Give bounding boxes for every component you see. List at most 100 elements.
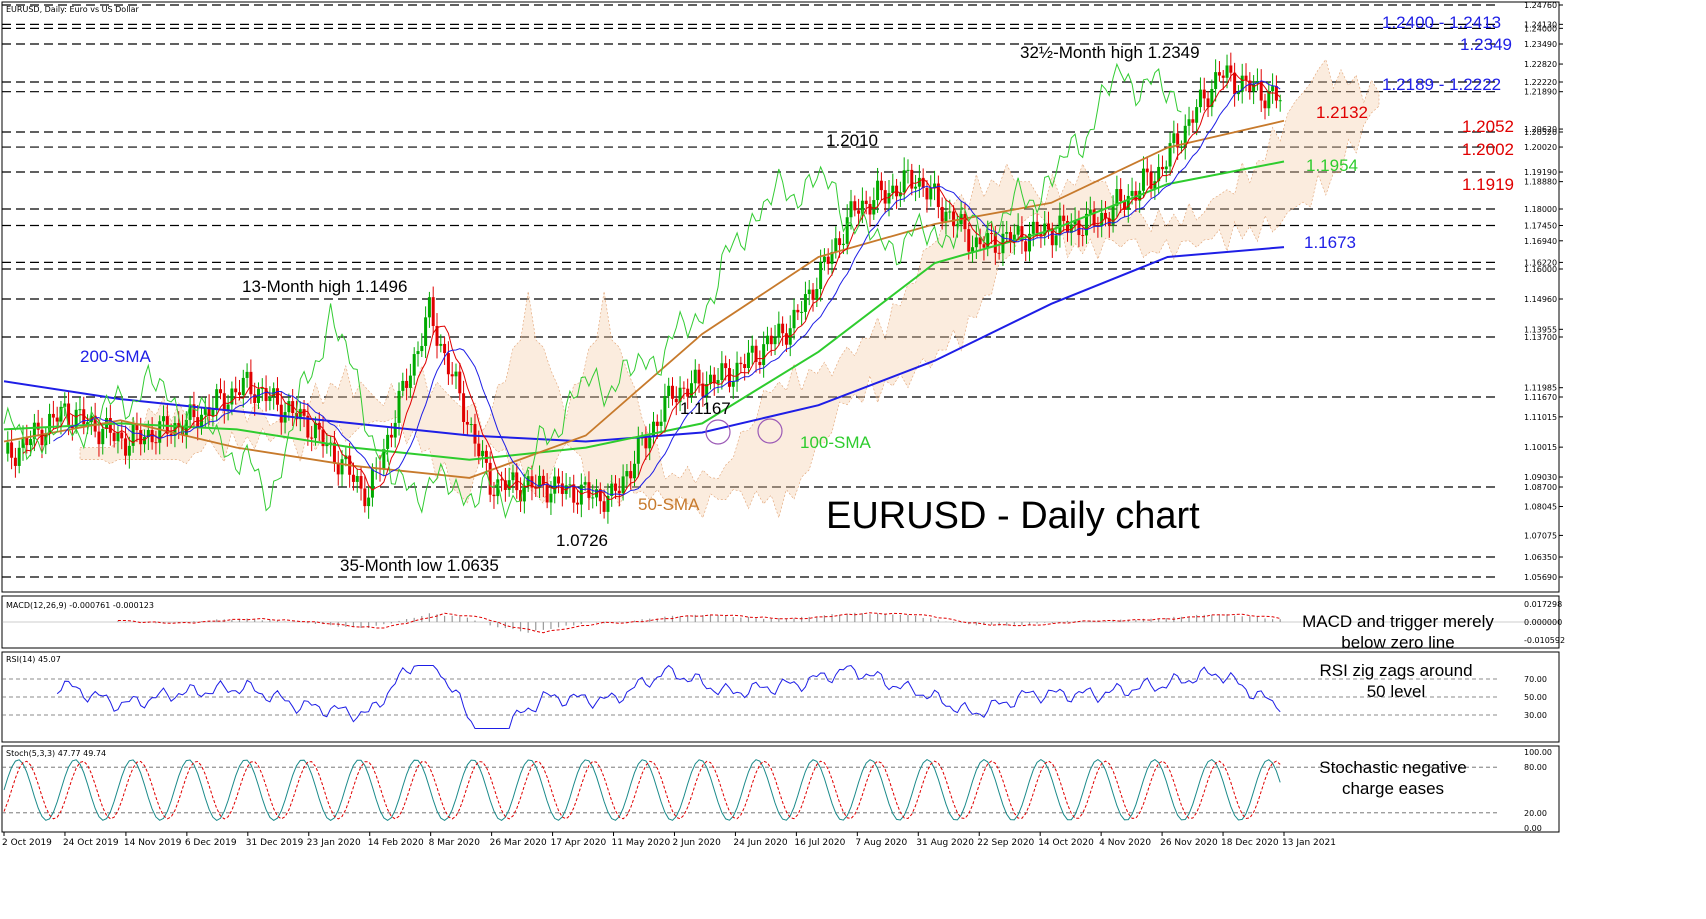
candle-body <box>154 442 158 444</box>
candle-body <box>860 200 864 214</box>
xtick-label-7: 8 Mar 2020 <box>429 838 481 848</box>
candle-body <box>743 364 747 368</box>
candle-body <box>955 224 959 227</box>
candle-body <box>1210 88 1214 108</box>
candle-body <box>450 374 454 377</box>
candle-body <box>351 474 355 482</box>
rsi-line <box>56 664 1281 729</box>
candle-body <box>914 186 918 189</box>
stoch-tick-2: 20.00 <box>1524 809 1547 818</box>
candle-body <box>591 497 595 499</box>
ytick-label-8: 1.20520 <box>1524 128 1557 137</box>
candle-body <box>720 363 724 381</box>
candle-body <box>1145 168 1149 173</box>
candle-body <box>1009 232 1013 243</box>
candle-body <box>1179 146 1183 148</box>
candle-body <box>876 180 880 201</box>
candle-body <box>697 369 701 384</box>
candle-body <box>583 482 587 485</box>
ytick-label-19: 1.13700 <box>1524 333 1557 342</box>
xtick-label-1: 24 Oct 2019 <box>63 838 119 848</box>
candle-body <box>1081 235 1085 237</box>
candle-body <box>424 317 428 346</box>
candle-body <box>78 409 82 411</box>
candle-body <box>936 183 940 207</box>
candle-body <box>712 374 716 384</box>
candle-body <box>507 480 511 490</box>
macd-note-line1: MACD and trigger merely <box>1302 612 1494 631</box>
candle-body <box>344 455 348 460</box>
ytick-label-7: 1.20620 <box>1524 125 1557 134</box>
candle-body <box>443 343 447 354</box>
candle-body <box>644 437 648 449</box>
candle-body <box>439 343 443 346</box>
candle-body <box>997 252 1001 254</box>
ytick-label-13: 1.17450 <box>1524 222 1557 231</box>
ytick-label-3: 1.23490 <box>1524 40 1557 49</box>
candle-body <box>541 475 545 485</box>
candle-body <box>834 238 838 252</box>
candle-body <box>651 421 655 437</box>
ichimoku-cloud <box>79 58 1380 519</box>
candle-body <box>621 476 625 494</box>
xtick-label-21: 13 Jan 2021 <box>1282 838 1336 848</box>
candle-body <box>993 233 997 253</box>
annotation-50-sma: 50-SMA <box>638 495 700 514</box>
candle-body <box>1016 226 1020 235</box>
candle-body <box>25 437 29 446</box>
candle-body <box>488 462 492 495</box>
candle-body <box>260 388 264 390</box>
candle-body <box>1252 83 1256 92</box>
candle-body <box>883 190 887 204</box>
date-axis: 2 Oct 2019 24 Oct 2019 14 Nov 2019 6 Dec 20… <box>2 832 1336 848</box>
candle-body <box>44 433 48 446</box>
xtick-label-19: 26 Nov 2020 <box>1160 838 1218 848</box>
xtick-label-0: 2 Oct 2019 <box>2 838 52 848</box>
candle-body <box>74 409 78 429</box>
candle-body <box>325 443 329 447</box>
candle-body <box>1183 125 1187 147</box>
candle-body <box>249 371 253 395</box>
candle-body <box>758 361 762 366</box>
candle-body <box>63 403 67 407</box>
candle-body <box>275 388 279 405</box>
candle-body <box>10 442 14 458</box>
xtick-label-12: 24 Jun 2020 <box>733 838 787 848</box>
candle-body <box>1278 100 1282 102</box>
candle-body <box>196 417 200 429</box>
ytick-label-22: 1.11015 <box>1524 413 1557 422</box>
sma200-line <box>3 246 1285 443</box>
stoch-panel-frame <box>1 745 1560 833</box>
crossover-circle-1 <box>705 419 731 445</box>
candle-body <box>215 389 219 409</box>
macd-note-line2: below zero line <box>1341 633 1454 652</box>
oscillator-panels: 0.017298 0.000000 -0.010592 70.00 50.00 30.00… <box>2 600 1565 833</box>
candle-body <box>879 180 883 191</box>
ytick-label-24: 1.09030 <box>1524 473 1557 482</box>
candle-body <box>1130 190 1134 196</box>
candle-body <box>59 406 63 422</box>
candle-body <box>473 424 477 444</box>
candle-body <box>1271 86 1275 92</box>
annotation-1.2400-1.2413: 1.2400 - 1.2413 <box>1382 13 1501 32</box>
candle-body <box>416 351 420 355</box>
rsi-tick-0: 70.00 <box>1524 675 1547 684</box>
rsi-header: RSI(14) 45.07 <box>6 655 61 664</box>
candle-body <box>1077 220 1081 236</box>
candle-body <box>857 210 861 214</box>
ytick-label-20: 1.11985 <box>1524 384 1557 393</box>
candle-body <box>237 392 241 395</box>
candle-body <box>538 475 542 488</box>
crossover-circle-2 <box>757 418 783 444</box>
candle-body <box>1047 223 1051 230</box>
candle-body <box>222 393 226 411</box>
candle-body <box>245 371 249 378</box>
candle-body <box>800 311 804 313</box>
candle-body <box>188 404 192 420</box>
candle-body <box>625 471 629 477</box>
annotation-1.1167: 1.1167 <box>680 399 731 418</box>
candle-body <box>279 404 283 423</box>
candle-body <box>670 385 674 399</box>
candle-body <box>765 335 769 345</box>
annotation-1.0726: 1.0726 <box>556 531 608 550</box>
